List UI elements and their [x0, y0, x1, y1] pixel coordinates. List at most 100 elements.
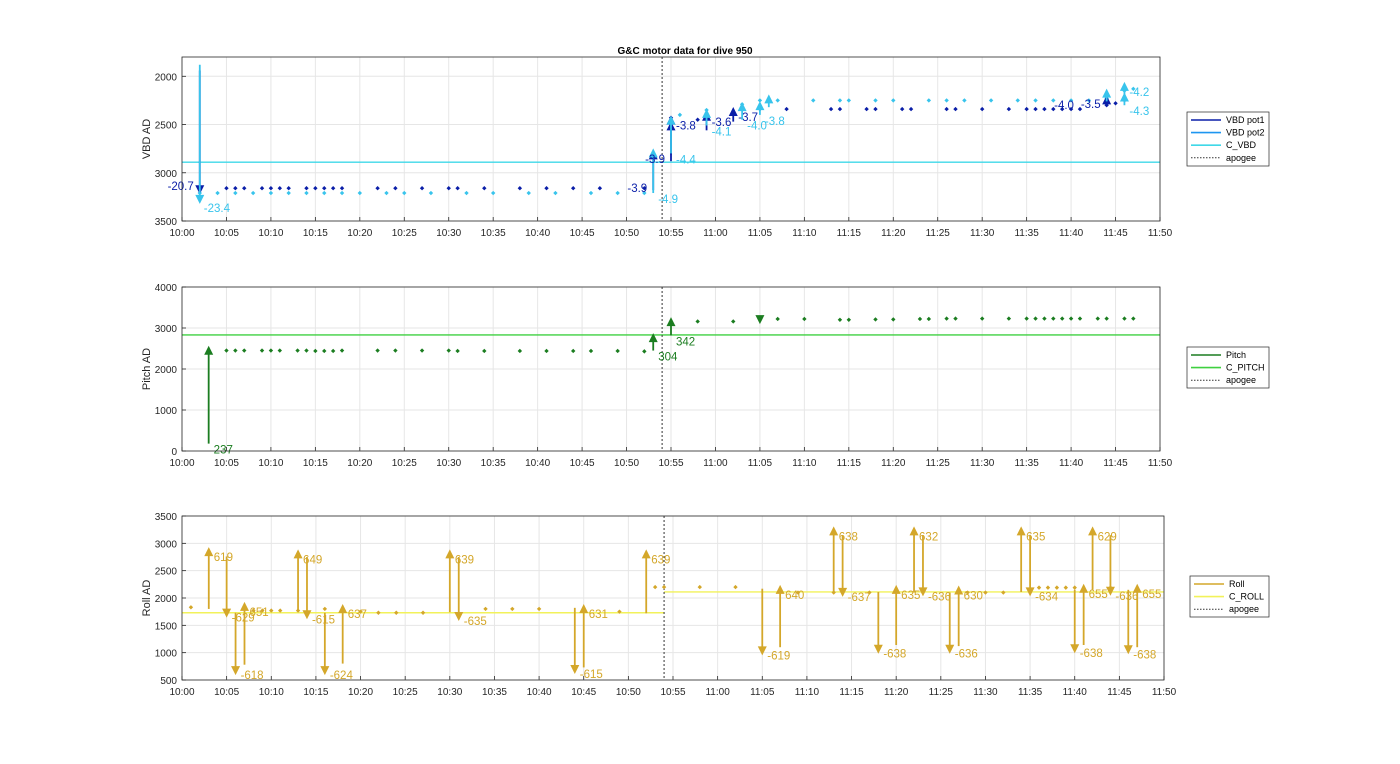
data-point [313, 186, 318, 191]
x-tick-label: 11:40 [1059, 458, 1084, 469]
data-point [802, 316, 807, 322]
arrow-head [231, 666, 241, 676]
data-point [393, 348, 398, 353]
data-point [953, 106, 958, 112]
data-point [1060, 106, 1065, 112]
x-tick-label: 11:15 [837, 458, 862, 469]
arrow-head [204, 547, 214, 557]
annotation-label: 639 [455, 554, 474, 566]
x-tick-label: 10:40 [525, 458, 550, 469]
data-point [517, 348, 523, 354]
x-tick-label: 11:00 [705, 687, 730, 698]
legend-label: apogee [1226, 153, 1256, 163]
data-point [873, 317, 878, 322]
arrow-head [838, 587, 848, 597]
y-tick-label: 1000 [155, 649, 178, 660]
annotation-label: -4.0 [1054, 100, 1074, 112]
y-tick-label: 2000 [155, 594, 178, 605]
data-point [1033, 316, 1038, 321]
annotation-label: 651 [249, 607, 268, 619]
annotation-label: -3.9 [645, 154, 665, 166]
annotation-label: -624 [330, 670, 354, 682]
data-point [983, 590, 988, 595]
y-tick-label: 2500 [155, 121, 178, 132]
x-tick-label: 10:40 [527, 687, 552, 698]
x-tick-label: 11:10 [792, 458, 817, 469]
arrow-head [1102, 88, 1112, 98]
arrow-head [755, 315, 765, 325]
data-point [695, 319, 700, 324]
data-point [1131, 86, 1136, 92]
legend-label: Roll [1229, 579, 1245, 589]
data-point [304, 186, 309, 191]
data-point [597, 186, 603, 191]
y-tick-label: 3500 [155, 512, 178, 523]
x-tick-label: 10:10 [258, 458, 283, 469]
legend-label: apogee [1226, 375, 1256, 385]
annotation-label: -636 [928, 591, 951, 603]
data-point [483, 606, 488, 612]
data-point [455, 186, 460, 191]
y-axis-label: Pitch AD [141, 348, 153, 390]
data-point [482, 186, 487, 191]
legend-label: VBD pot2 [1226, 128, 1265, 138]
data-point [375, 186, 380, 191]
arrow-head [755, 101, 765, 111]
data-point [828, 106, 834, 112]
data-point [188, 605, 194, 610]
data-point [322, 190, 327, 196]
data-point [544, 348, 549, 354]
data-point [757, 98, 763, 103]
data-point [837, 106, 843, 112]
x-tick-label: 10:30 [436, 458, 461, 469]
annotation-label: 635 [1026, 531, 1045, 543]
x-tick-label: 10:45 [570, 458, 595, 469]
annotation-label: -636 [1115, 591, 1138, 603]
data-point [1068, 98, 1074, 103]
data-point [917, 316, 923, 322]
data-point [1024, 106, 1029, 112]
data-point [419, 348, 425, 353]
data-point [784, 106, 789, 112]
arrow-head [1119, 92, 1129, 102]
data-point [899, 106, 905, 112]
annotation-label: -637 [848, 592, 871, 604]
data-point [965, 590, 970, 595]
data-point [1042, 106, 1047, 112]
data-point [268, 348, 274, 353]
x-tick-label: 10:05 [214, 228, 239, 239]
x-tick-label: 11:40 [1059, 228, 1084, 239]
x-tick-label: 10:00 [169, 458, 194, 469]
data-point [1015, 98, 1020, 103]
legend-label: C_ROLL [1229, 592, 1264, 602]
arrow-head [648, 333, 658, 343]
data-point [1068, 316, 1074, 321]
data-point [526, 190, 531, 196]
annotation-label: 630 [964, 590, 983, 602]
arrow-head [666, 317, 676, 327]
data-point [358, 609, 363, 614]
data-point [661, 584, 667, 590]
annotation-label: -3.5 [1081, 99, 1101, 111]
y-tick-label: 500 [160, 676, 177, 687]
annotation-label: -4.2 [1129, 87, 1149, 99]
annotation-label: -3.9 [627, 183, 647, 195]
annotation-label: -4.4 [676, 154, 696, 166]
arrow-head [891, 584, 901, 594]
x-tick-label: 11:50 [1152, 687, 1177, 698]
x-tick-label: 10:25 [392, 458, 417, 469]
data-point [571, 348, 576, 354]
x-tick-label: 10:50 [616, 687, 641, 698]
x-tick-label: 11:30 [973, 687, 998, 698]
x-tick-label: 10:00 [169, 228, 194, 239]
x-tick-label: 10:35 [481, 458, 506, 469]
annotation-label: -629 [232, 613, 255, 625]
arrow-head [338, 604, 348, 614]
data-point [944, 98, 949, 103]
arrow-head [918, 587, 928, 597]
arrow-head [1123, 645, 1133, 655]
arrow-head [1105, 586, 1115, 596]
data-point [1054, 585, 1060, 590]
data-point [224, 348, 229, 353]
data-point [394, 610, 399, 615]
